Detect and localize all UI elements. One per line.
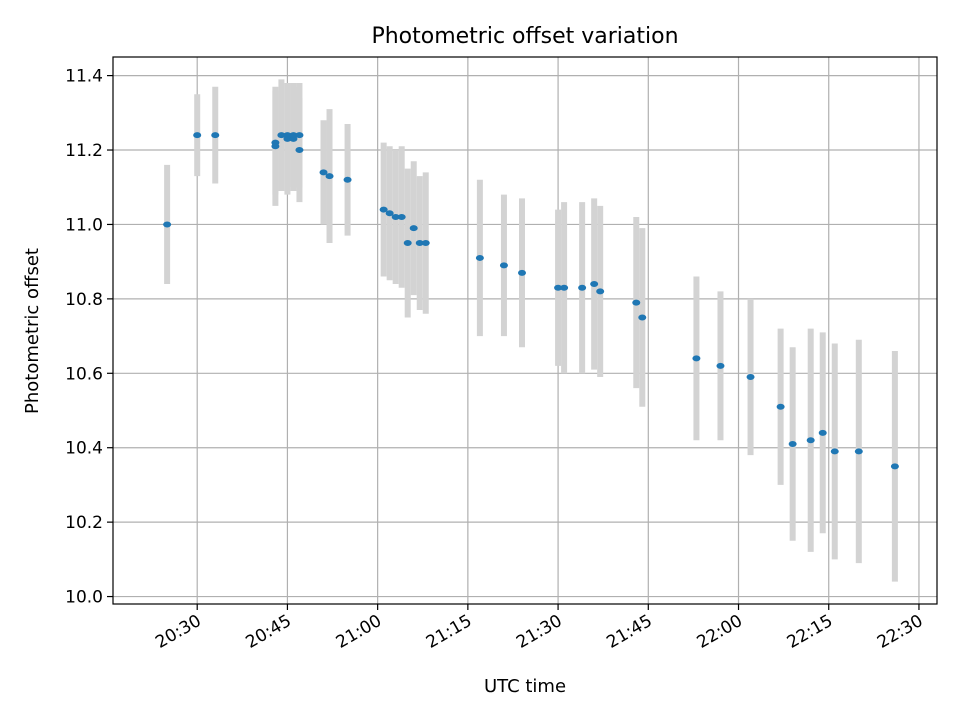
data-point	[746, 374, 755, 381]
data-point	[638, 314, 647, 321]
y-tick-label: 10.4	[65, 439, 103, 459]
data-point	[596, 288, 605, 295]
data-point	[319, 169, 328, 176]
data-point	[163, 221, 172, 228]
data-point	[475, 254, 484, 261]
data-point	[776, 403, 785, 410]
data-point	[379, 206, 388, 213]
data-point	[806, 437, 815, 444]
data-point	[632, 299, 641, 306]
y-axis-label: Photometric offset	[22, 248, 43, 414]
y-tick-label: 11.0	[65, 215, 103, 235]
data-point	[385, 210, 394, 217]
data-point	[716, 362, 725, 369]
data-point	[788, 440, 797, 447]
data-point	[692, 355, 701, 362]
data-points	[163, 132, 899, 470]
grid	[113, 57, 937, 604]
data-point	[271, 143, 280, 150]
data-point	[554, 284, 563, 291]
data-point	[499, 262, 508, 269]
data-point	[211, 132, 220, 139]
data-point	[590, 280, 599, 287]
data-point	[818, 429, 827, 436]
data-point	[890, 463, 899, 470]
data-point	[578, 284, 587, 291]
y-tick-label: 11.4	[65, 67, 103, 87]
y-tick-label: 11.2	[65, 141, 103, 161]
y-tick-label: 10.8	[65, 290, 103, 310]
data-point	[289, 132, 298, 139]
data-point	[830, 448, 839, 455]
data-point	[343, 176, 352, 183]
y-tick-label: 10.2	[65, 513, 103, 533]
data-point	[397, 214, 406, 221]
data-point	[415, 240, 424, 247]
data-point	[277, 132, 286, 139]
data-point	[421, 240, 430, 247]
data-point	[854, 448, 863, 455]
data-point	[391, 214, 400, 221]
data-point	[409, 225, 418, 232]
y-tick-label: 10.0	[65, 588, 103, 608]
data-point	[283, 132, 292, 139]
data-point	[517, 269, 526, 276]
plot-frame	[112, 56, 938, 605]
y-axis: 10.0 10.2 10.4 10.6 10.8 11.0 11.2 11.4	[65, 67, 113, 608]
data-point	[325, 173, 334, 180]
data-point	[403, 240, 412, 247]
data-point	[560, 284, 569, 291]
x-axis-label: UTC time	[484, 676, 566, 697]
chart-title: Photometric offset variation	[371, 24, 678, 49]
y-tick-label: 10.6	[65, 364, 103, 384]
data-point	[295, 147, 304, 154]
data-point	[295, 132, 304, 139]
data-point	[193, 132, 202, 139]
